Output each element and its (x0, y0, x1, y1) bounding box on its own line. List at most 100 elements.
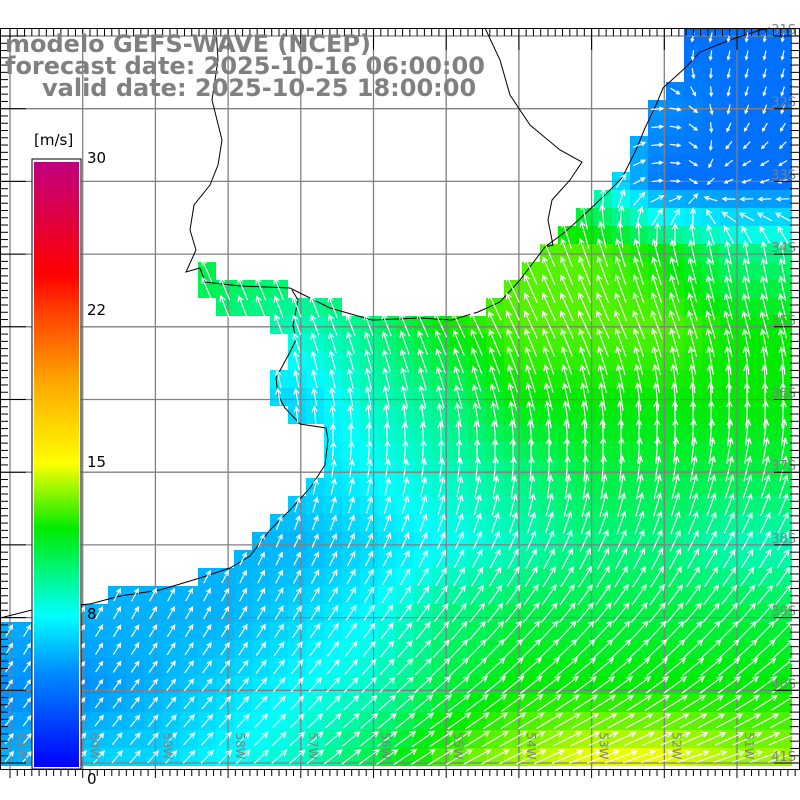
wind-arrow (607, 713, 636, 729)
wind-arrow (341, 730, 361, 747)
wind-arrow (436, 384, 445, 409)
wind-arrow (525, 382, 536, 411)
wind-arrow (508, 530, 519, 551)
wind-speed-field (0, 28, 792, 766)
wind-arrow (642, 731, 673, 747)
wind-arrow (292, 332, 301, 353)
wind-arrow (328, 368, 336, 389)
wind-arrow (665, 620, 685, 641)
wind-arrow (556, 657, 579, 677)
wind-arrow (183, 696, 195, 710)
wind-arrow (543, 364, 554, 393)
wind-arrow (431, 675, 452, 694)
wind-arrow (166, 642, 176, 656)
wind-arrow (455, 512, 464, 533)
wind-arrow (755, 620, 775, 641)
wind-arrow (396, 676, 415, 694)
wind-arrow (688, 345, 697, 376)
wind-arrow (253, 731, 269, 747)
wind-arrow (480, 749, 510, 765)
wind-arrow (542, 565, 556, 588)
wind-arrow (452, 584, 466, 605)
latitude-label: 39S (771, 605, 796, 620)
longitude-label: 57W (306, 732, 320, 759)
latitude-label: 40S (771, 677, 796, 692)
wind-arrow (780, 436, 788, 464)
wind-arrow (672, 455, 680, 482)
wind-arrow (309, 640, 322, 657)
wind-arrow (167, 605, 176, 620)
wind-arrow (650, 195, 665, 203)
wind-arrow (400, 549, 410, 568)
wind-arrow (648, 602, 666, 624)
wind-arrow (383, 532, 392, 549)
wind-arrow (554, 694, 580, 712)
wind-arrow (560, 328, 574, 357)
wind-arrow (453, 549, 465, 568)
wind-arrow (434, 585, 448, 605)
wind-arrow (256, 623, 266, 638)
longitude-label: 54W (524, 732, 538, 759)
wind-arrow (772, 657, 795, 676)
wind-arrow (437, 439, 445, 462)
wind-arrow (524, 566, 538, 588)
wind-arrow (596, 273, 610, 304)
wind-arrow (491, 493, 500, 516)
wind-arrow (5, 624, 14, 638)
wind-arrow (723, 310, 734, 339)
wind-arrow (343, 676, 359, 693)
wind-arrow (705, 511, 717, 534)
wind-arrow (651, 142, 664, 148)
wind-arrow (725, 455, 734, 482)
wind-arrow (311, 551, 319, 566)
wind-arrow (346, 550, 356, 567)
wind-arrow (640, 749, 675, 764)
wind-arrow (535, 712, 563, 730)
wind-arrow (528, 455, 535, 481)
wind-arrow (201, 276, 213, 301)
wind-arrow (681, 676, 706, 694)
wind-arrow (552, 731, 583, 747)
wind-arrow (328, 568, 338, 585)
wind-arrow (401, 513, 410, 532)
wind-arrow (617, 400, 624, 429)
wind-arrow (616, 510, 627, 535)
longitude-label: 55W (451, 732, 465, 759)
wind-arrow (578, 273, 592, 304)
wind-arrow (578, 565, 592, 588)
title-forecast-date: forecast date: 2025-10-16 06:00:00 (5, 52, 485, 80)
wind-arrow (400, 385, 408, 408)
wind-arrow (327, 313, 338, 336)
wind-arrow (724, 492, 735, 517)
wind-arrow (716, 694, 743, 712)
wind-arrow (220, 623, 230, 638)
wind-arrow (239, 587, 248, 602)
wind-arrow (418, 366, 427, 391)
wind-arrow (455, 438, 463, 462)
wind-arrow (202, 623, 212, 638)
wind-arrow (328, 331, 337, 354)
wind-arrow (402, 439, 409, 462)
wind-arrow (165, 696, 177, 710)
wind-arrow (650, 291, 663, 322)
wind-arrow (542, 274, 556, 303)
wind-arrow (633, 256, 644, 285)
wind-arrow (347, 532, 355, 549)
wind-arrow (394, 730, 417, 748)
wind-arrow (744, 104, 750, 115)
wind-arrow (147, 714, 159, 728)
wind-arrow (664, 639, 686, 659)
wind-arrow (508, 400, 516, 429)
wind-arrow (630, 602, 648, 624)
wind-arrow (360, 694, 378, 711)
wind-arrow (167, 587, 175, 602)
wind-arrow (312, 477, 319, 495)
wind-arrow (257, 551, 265, 566)
wind-arrow (401, 403, 408, 426)
wind-arrow (23, 679, 32, 691)
wind-arrow (417, 348, 428, 373)
wind-arrow (201, 695, 213, 710)
wind-arrow (521, 638, 542, 659)
wind-arrow (629, 638, 650, 659)
wind-arrow (329, 532, 337, 549)
